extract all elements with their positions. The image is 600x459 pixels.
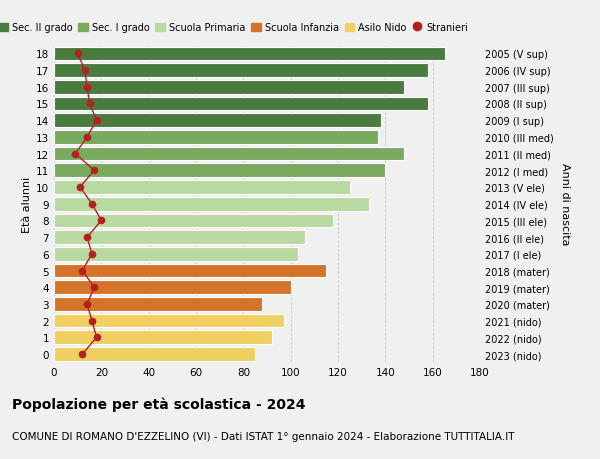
Bar	[54, 164, 385, 178]
Bar	[54, 197, 369, 211]
Bar	[54, 147, 404, 161]
Bar	[54, 47, 445, 61]
Bar	[54, 131, 378, 145]
Y-axis label: Età alunni: Età alunni	[22, 176, 32, 232]
Bar	[54, 181, 350, 195]
Y-axis label: Anni di nascita: Anni di nascita	[560, 163, 570, 246]
Bar	[54, 347, 255, 361]
Legend: Sec. II grado, Sec. I grado, Scuola Primaria, Scuola Infanzia, Asilo Nido, Stran: Sec. II grado, Sec. I grado, Scuola Prim…	[0, 19, 472, 37]
Bar	[54, 297, 262, 311]
Bar	[54, 281, 290, 294]
Bar	[54, 114, 380, 128]
Bar	[54, 97, 428, 111]
Bar	[54, 264, 326, 278]
Bar	[54, 64, 428, 78]
Bar	[54, 81, 404, 95]
Bar	[54, 331, 272, 344]
Bar	[54, 247, 298, 261]
Text: Popolazione per età scolastica - 2024: Popolazione per età scolastica - 2024	[12, 396, 305, 411]
Text: COMUNE DI ROMANO D'EZZELINO (VI) - Dati ISTAT 1° gennaio 2024 - Elaborazione TUT: COMUNE DI ROMANO D'EZZELINO (VI) - Dati …	[12, 431, 515, 441]
Bar	[54, 214, 333, 228]
Bar	[54, 314, 284, 328]
Bar	[54, 231, 305, 245]
